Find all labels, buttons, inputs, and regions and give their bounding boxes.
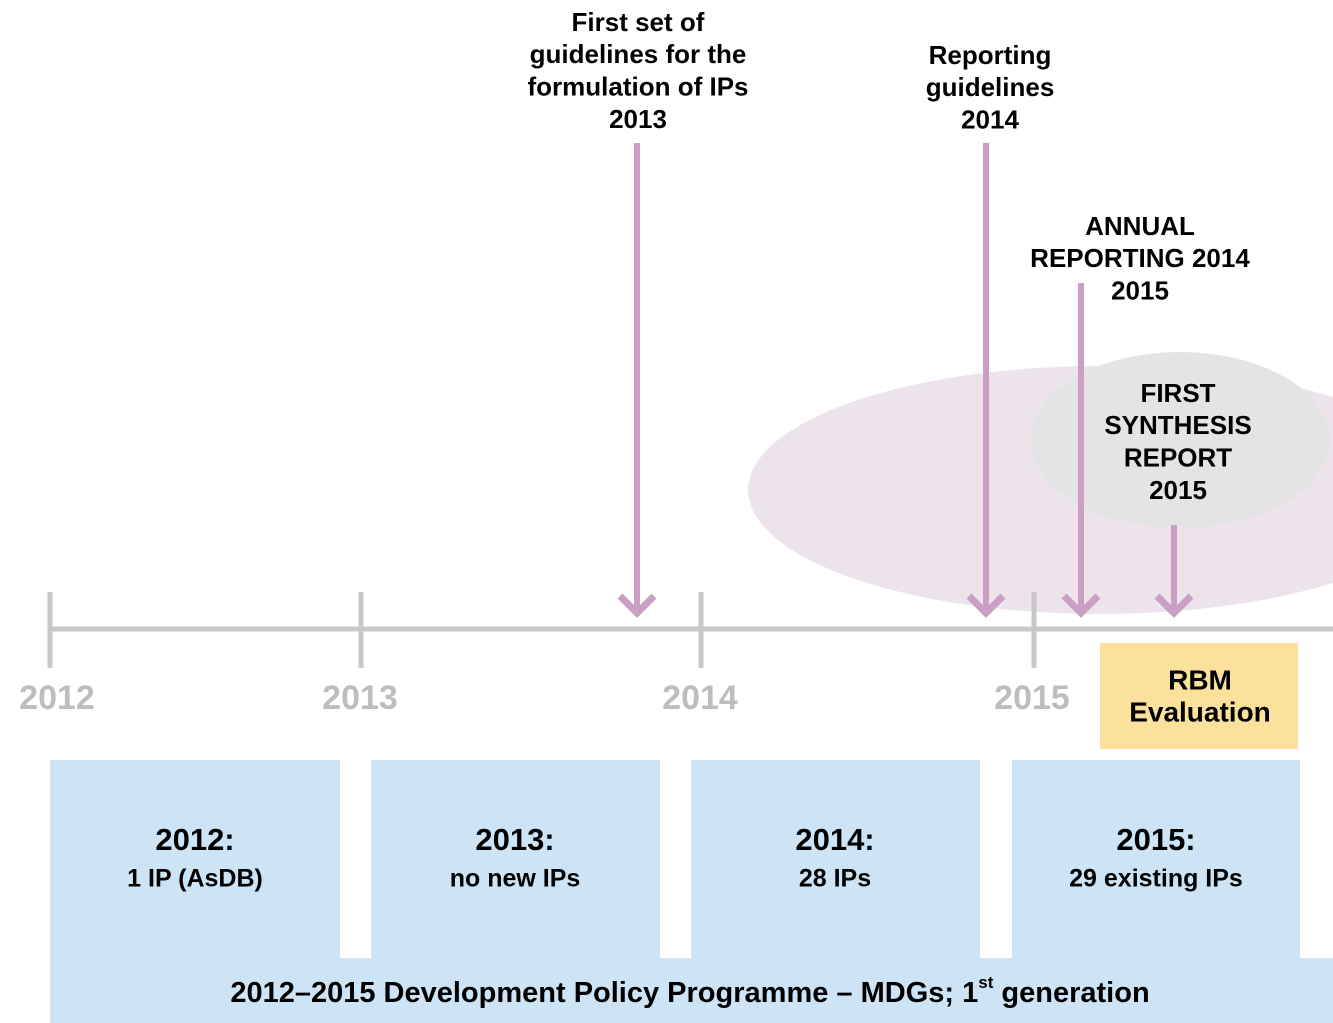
- synthesis-ellipse: [1030, 352, 1330, 528]
- box-text: 28 IPs: [799, 865, 871, 893]
- box-title: 2015:: [1116, 822, 1195, 857]
- event-label: FIRST: [1140, 378, 1215, 408]
- arrow-head: [1061, 593, 1101, 618]
- event-label: 2013: [609, 104, 667, 134]
- event-label: guidelines for the: [530, 39, 747, 69]
- box-text: 1 IP (AsDB): [127, 865, 263, 893]
- event-label: 2015: [1111, 275, 1169, 305]
- event-label: formulation of IPs: [528, 71, 749, 101]
- event-label: First set of: [572, 7, 705, 37]
- event-label: SYNTHESIS: [1104, 410, 1251, 440]
- event-label: guidelines: [926, 72, 1055, 102]
- programme-sup: st: [978, 973, 993, 992]
- evaluation-box: [1100, 643, 1298, 749]
- evaluation-label: Evaluation: [1129, 696, 1271, 727]
- programme-band: [50, 958, 1333, 1023]
- evaluation-label: RBM: [1168, 664, 1232, 695]
- year-box: [50, 760, 340, 960]
- event-label: 2015: [1149, 475, 1207, 505]
- arrow-head: [617, 593, 657, 618]
- year-label: 2012: [19, 679, 95, 717]
- event-label: 2014: [961, 104, 1019, 134]
- year-box: [1012, 760, 1300, 960]
- programme-label: 2012–2015 Development Policy Programme –…: [230, 973, 1149, 1008]
- box-title: 2013:: [475, 822, 554, 857]
- programme-text: generation: [993, 977, 1149, 1009]
- event-label: REPORTING 2014: [1030, 243, 1250, 273]
- year-label: 2015: [994, 679, 1070, 717]
- box-title: 2012:: [155, 822, 234, 857]
- year-label: 2014: [662, 679, 738, 717]
- arrow-head: [1154, 593, 1194, 618]
- box-text: 29 existing IPs: [1069, 865, 1243, 893]
- year-box: [371, 760, 660, 960]
- event-label: ANNUAL: [1085, 211, 1195, 241]
- event-label: Reporting: [929, 40, 1052, 70]
- arrow-head: [966, 593, 1006, 618]
- event-label: REPORT: [1124, 442, 1232, 472]
- programme-text: 2012–2015 Development Policy Programme –…: [230, 977, 978, 1009]
- year-box: [691, 760, 980, 960]
- box-title: 2014:: [795, 822, 874, 857]
- year-label: 2013: [322, 679, 398, 717]
- box-text: no new IPs: [450, 865, 581, 893]
